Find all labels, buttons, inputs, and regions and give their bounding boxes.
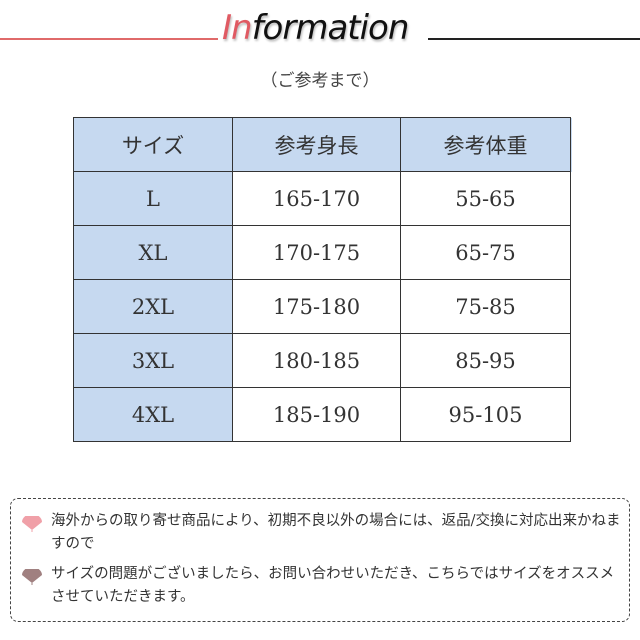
header-size: サイズ — [73, 117, 233, 172]
note-size-inquiry: サイズの問題がございましたら、お問い合わせいただき、こちらではサイズをオススメさ… — [51, 566, 615, 605]
cell-height: 170-175 — [232, 225, 401, 280]
fan-icon — [22, 569, 42, 585]
table-header-row: サイズ 参考身長 参考体重 — [73, 117, 571, 172]
table-row: 2XL 175-180 75-85 — [73, 279, 571, 334]
table-row: 4XL 185-190 95-105 — [73, 387, 571, 442]
cell-size: 3XL — [73, 333, 233, 388]
header-height: 参考身長 — [232, 117, 401, 172]
cell-height: 180-185 — [232, 333, 401, 388]
cell-size: 4XL — [73, 387, 233, 442]
note-return-policy: 海外からの取り寄せ商品により、初期不良以外の場合には、返品/交換に対応出来かねま… — [51, 513, 621, 552]
cell-size: L — [73, 171, 233, 226]
cell-weight: 95-105 — [400, 387, 571, 442]
cell-weight: 75-85 — [400, 279, 571, 334]
cell-height: 165-170 — [232, 171, 401, 226]
table-row: XL 170-175 65-75 — [73, 225, 571, 280]
cell-height: 185-190 — [232, 387, 401, 442]
cell-size: XL — [73, 225, 233, 280]
title-rest: formation — [251, 8, 410, 48]
title-line-right — [428, 38, 640, 40]
cell-weight: 65-75 — [400, 225, 571, 280]
header-weight: 参考体重 — [400, 117, 571, 172]
cell-height: 175-180 — [232, 279, 401, 334]
subtitle: （ご参考まで） — [260, 71, 380, 91]
notes-box: 海外からの取り寄せ商品により、初期不良以外の場合には、返品/交換に対応出来かねま… — [10, 498, 630, 622]
table-row: L 165-170 55-65 — [73, 171, 571, 226]
cell-weight: 55-65 — [400, 171, 571, 226]
size-table: サイズ 参考身長 参考体重 L 165-170 55-65 XL 170-175 65-… — [73, 117, 571, 442]
cell-weight: 85-95 — [400, 333, 571, 388]
title-accent: In — [222, 8, 253, 48]
table-row: 3XL 180-185 85-95 — [73, 333, 571, 388]
page-title: Information — [222, 8, 410, 48]
title-line-left — [0, 38, 218, 40]
fan-icon — [22, 516, 42, 532]
cell-size: 2XL — [73, 279, 233, 334]
